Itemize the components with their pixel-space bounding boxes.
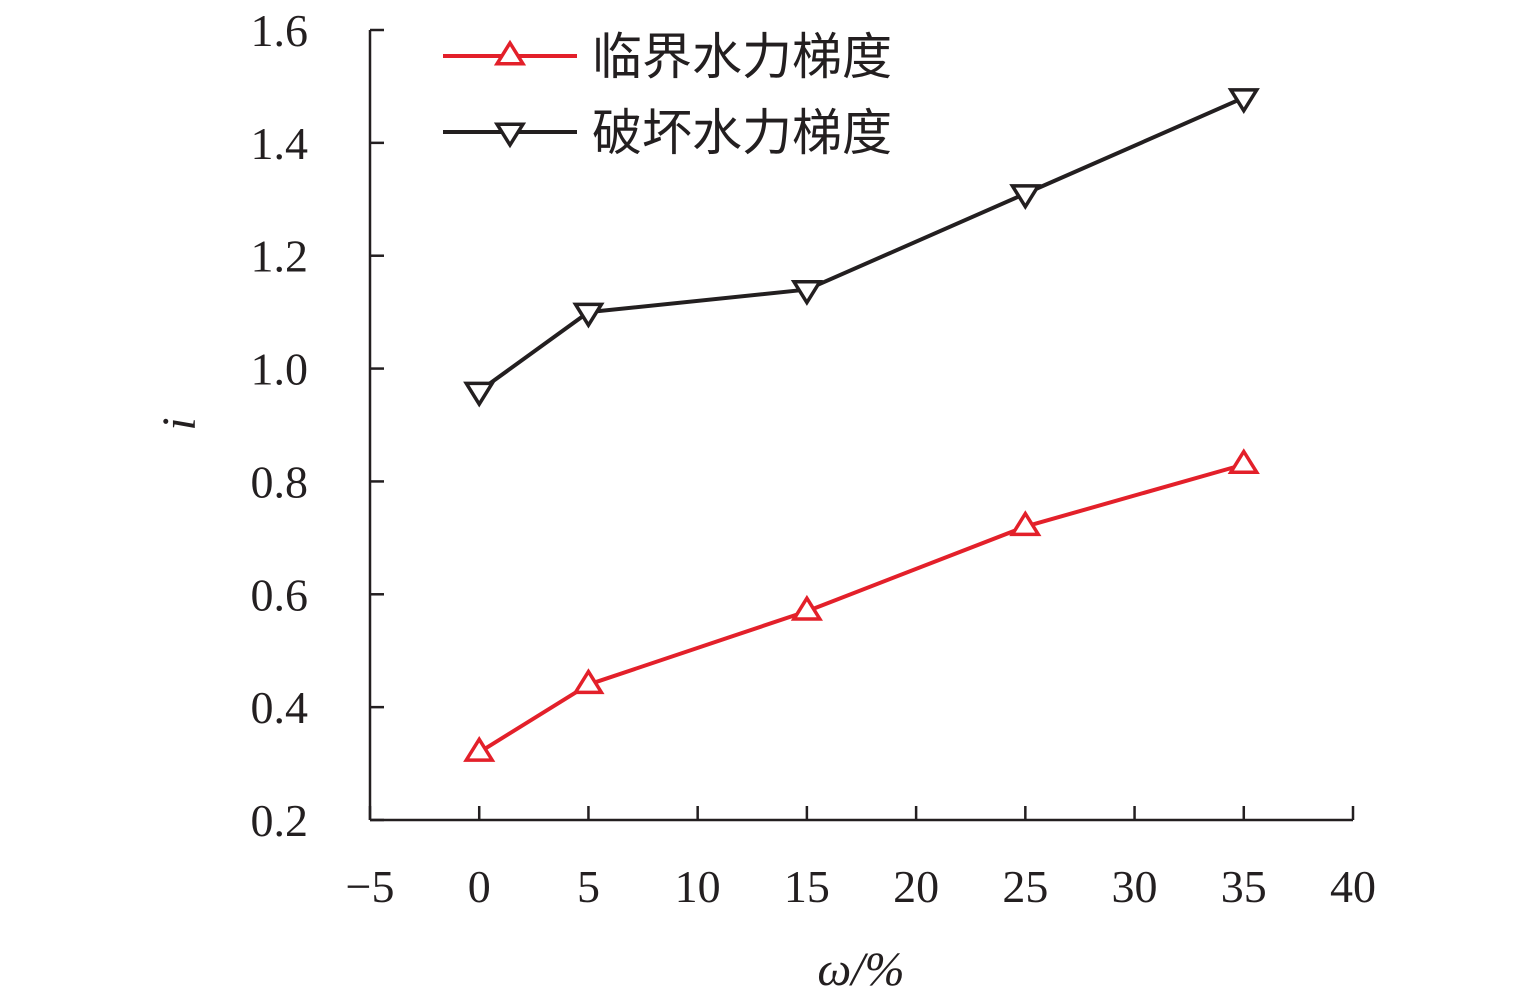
x-tick-label: 40: [1330, 861, 1376, 912]
legend-marker-swatch: [493, 122, 527, 149]
data-point: [790, 280, 823, 306]
data-point: [1009, 184, 1042, 210]
y-tick-label: 0.2: [251, 795, 309, 846]
data-point: [572, 302, 605, 329]
legend-marker-swatch: [493, 39, 527, 66]
x-tick-label: 35: [1221, 861, 1267, 912]
y-tick-label: 1.0: [251, 344, 309, 395]
legend-entry-0: 临界水力梯度: [443, 28, 892, 86]
y-axis-ticks: 0.2 0.4 0.6 0.8 1.0 1.2 1.4 1.6: [251, 5, 384, 846]
legend-entry-1: 破坏水力梯度: [443, 104, 892, 162]
y-tick-label: 0.4: [251, 682, 309, 733]
y-tick-label: 1.2: [251, 231, 309, 282]
data-point: [463, 735, 496, 762]
x-axis-label: ω/%: [817, 943, 904, 996]
x-axis-ticks: −5 0 5 10 15 20 25 30 35 40: [346, 806, 1376, 912]
data-point: [790, 594, 823, 621]
x-tick-label: 5: [577, 861, 600, 912]
x-tick-label: 30: [1112, 861, 1158, 912]
x-tick-label: −5: [346, 861, 395, 912]
y-tick-label: 1.4: [251, 118, 309, 169]
x-tick-label: 10: [675, 861, 721, 912]
x-tick-label: 0: [468, 861, 491, 912]
data-point: [463, 381, 496, 408]
series-0: [463, 448, 1260, 762]
data-point: [572, 668, 605, 695]
y-tick-label: 1.6: [251, 5, 309, 56]
legend-label: 临界水力梯度: [592, 28, 892, 86]
data-point: [1009, 510, 1042, 537]
data-point: [1227, 88, 1260, 115]
data-point: [1227, 448, 1260, 475]
legend-label: 破坏水力梯度: [592, 104, 892, 162]
series-1: [463, 88, 1260, 408]
x-tick-label: 25: [1002, 861, 1048, 912]
x-tick-label: 20: [893, 861, 939, 912]
x-tick-label: 15: [784, 861, 830, 912]
y-axis-label: i: [153, 417, 206, 430]
series-layer: [463, 88, 1260, 762]
y-tick-label: 0.6: [251, 569, 309, 620]
axes: [368, 30, 1353, 822]
series-line: [478, 462, 1245, 754]
y-tick-label: 0.8: [251, 456, 309, 507]
